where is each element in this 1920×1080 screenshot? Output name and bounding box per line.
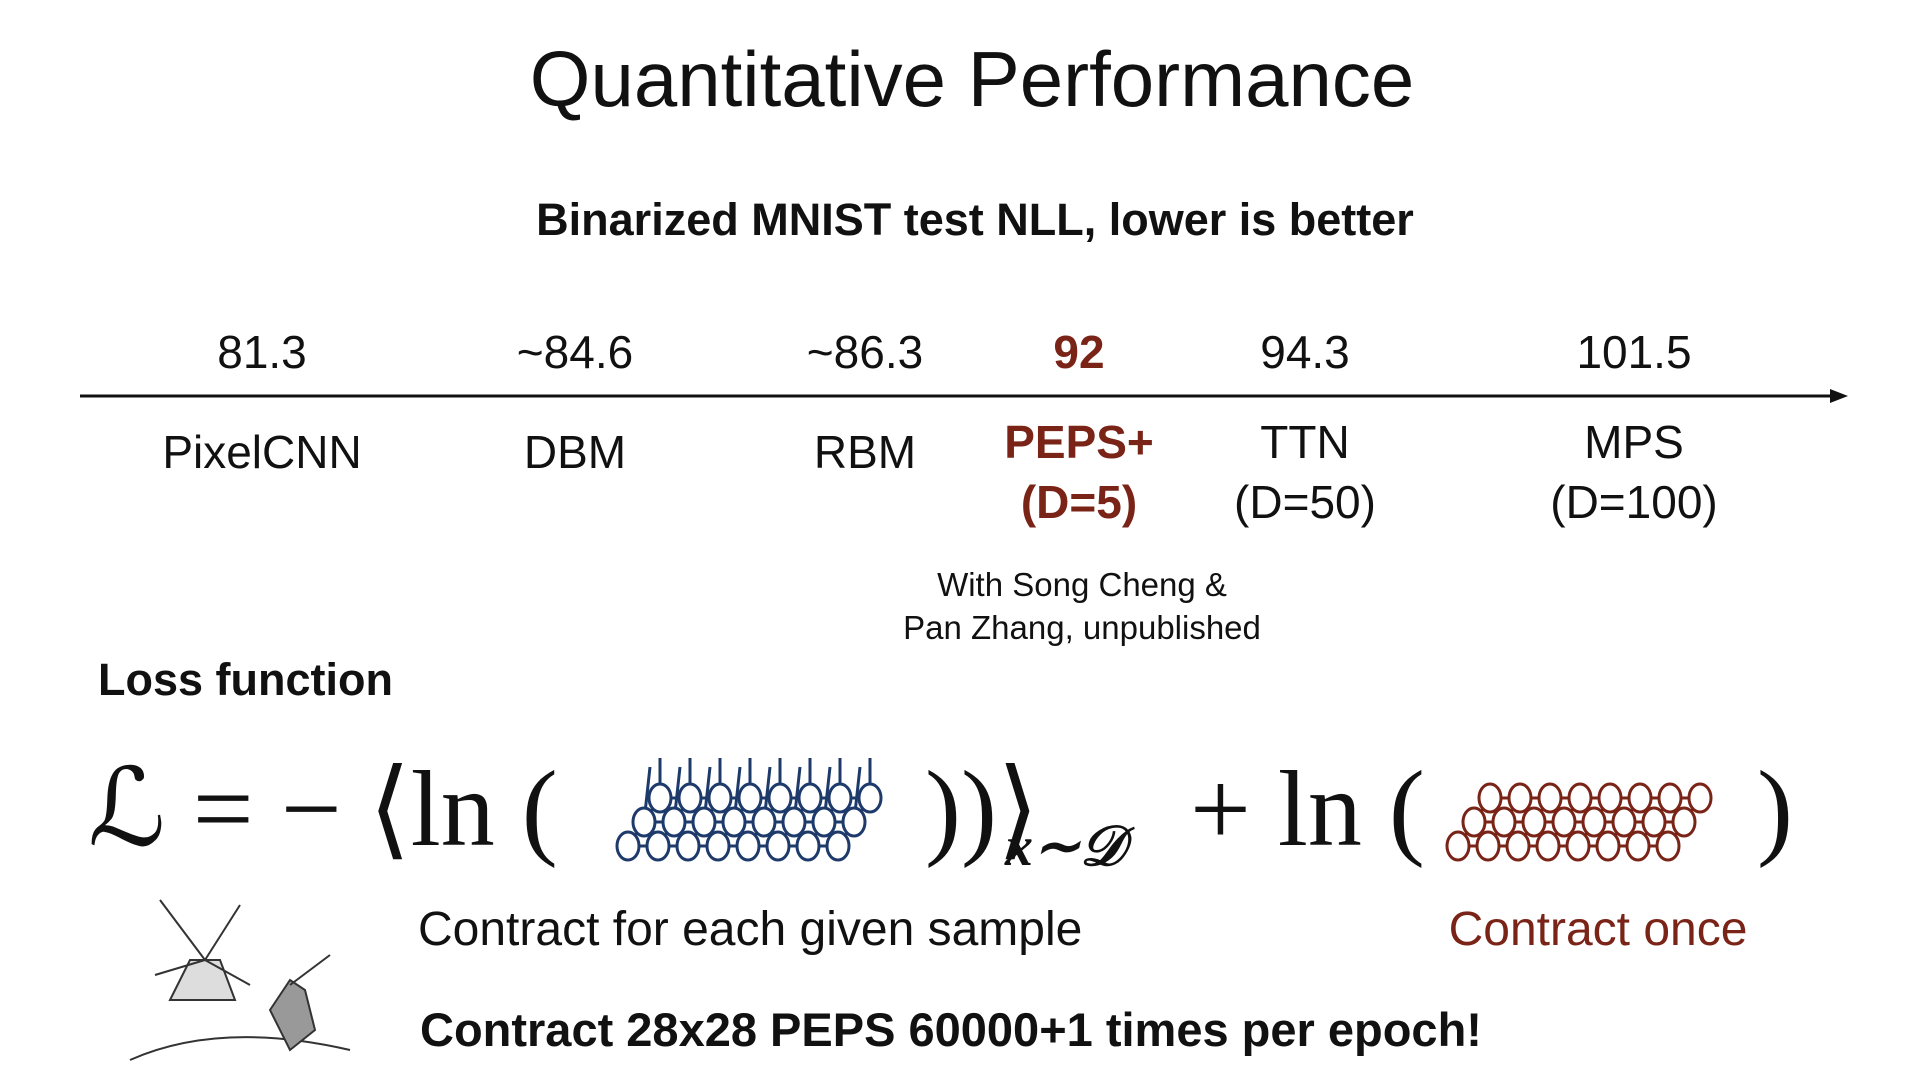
tensor	[1505, 830, 1531, 862]
result-value: ~84.6	[517, 326, 633, 378]
result-label: (D=100)	[1550, 476, 1717, 528]
tensor	[1491, 806, 1517, 838]
caption-right: Contract once	[1449, 903, 1748, 956]
tensor	[841, 806, 867, 838]
tensor	[1551, 806, 1577, 838]
tensor	[1611, 806, 1637, 838]
tensor	[1507, 782, 1533, 814]
tensor	[1655, 830, 1681, 862]
tensor	[721, 806, 747, 838]
result-label: MPS	[1584, 416, 1684, 468]
formula-lhs: ℒ = − ⟨ln (	[88, 750, 558, 869]
title: Quantitative Performance	[530, 35, 1414, 123]
tensor	[647, 782, 673, 814]
tensor	[645, 830, 671, 862]
caption-left: Contract for each given sample	[418, 903, 1082, 956]
tensor	[1475, 830, 1501, 862]
tensor	[765, 830, 791, 862]
tensor	[1641, 806, 1667, 838]
result-value: 92	[1053, 326, 1104, 378]
peps-network-norm	[1445, 782, 1713, 862]
tensor	[1565, 830, 1591, 862]
tensor	[1657, 782, 1683, 814]
tensor	[1671, 806, 1697, 838]
tensor	[661, 806, 687, 838]
tensor	[1535, 830, 1561, 862]
result-label: RBM	[814, 426, 916, 478]
tensor	[1595, 830, 1621, 862]
tensor	[811, 806, 837, 838]
result-value: 81.3	[217, 326, 307, 378]
tensor	[677, 782, 703, 814]
tensor	[1581, 806, 1607, 838]
tensor	[1567, 782, 1593, 814]
tensor	[767, 782, 793, 814]
note-line: Pan Zhang, unpublished	[903, 609, 1261, 646]
footer: Contract 28x28 PEPS 60000+1 times per ep…	[420, 1003, 1482, 1056]
tensor	[797, 782, 823, 814]
loss-heading: Loss function	[98, 654, 393, 705]
tensor	[615, 830, 641, 862]
result-label: (D=50)	[1234, 476, 1376, 528]
result-value: ~86.3	[807, 326, 923, 378]
tensor	[857, 782, 883, 814]
tensor	[1521, 806, 1547, 838]
tensor	[1477, 782, 1503, 814]
tensor	[751, 806, 777, 838]
tensor	[705, 830, 731, 862]
result-value: 101.5	[1576, 326, 1691, 378]
tensor	[735, 830, 761, 862]
result-label: TTN	[1260, 416, 1349, 468]
tensor	[631, 806, 657, 838]
tensor	[675, 830, 701, 862]
tensor	[1627, 782, 1653, 814]
tensor	[827, 782, 853, 814]
tensor	[825, 830, 851, 862]
formula-end: )	[1757, 750, 1793, 869]
tensor	[781, 806, 807, 838]
tensor	[737, 782, 763, 814]
tensor	[1461, 806, 1487, 838]
axis-arrow	[1830, 389, 1848, 403]
tensor	[1537, 782, 1563, 814]
result-value: 94.3	[1260, 326, 1350, 378]
tensor	[691, 806, 717, 838]
formula-plus: + ln (	[1190, 750, 1425, 869]
result-label: (D=5)	[1021, 476, 1137, 528]
result-label: PEPS+	[1004, 416, 1154, 468]
note-line: With Song Cheng &	[937, 566, 1227, 603]
formula-close: ))⟩	[925, 750, 1039, 869]
tensor	[1687, 782, 1713, 814]
subtitle: Binarized MNIST test NLL, lower is bette…	[536, 194, 1414, 245]
tensor	[795, 830, 821, 862]
tensor	[1445, 830, 1471, 862]
tensor	[1625, 830, 1651, 862]
results: 81.3 PixelCNN ~84.6 DBM ~86.3 RBM 92 PEPS+ (D=5)…	[162, 326, 1717, 528]
windmill-sketch	[129, 899, 351, 1061]
result-label: DBM	[524, 426, 626, 478]
tensor	[707, 782, 733, 814]
result-label: PixelCNN	[162, 426, 361, 478]
tensor	[1597, 782, 1623, 814]
formula-subscript: x∼𝒟	[1004, 816, 1135, 878]
peps-network-sample	[615, 758, 883, 862]
